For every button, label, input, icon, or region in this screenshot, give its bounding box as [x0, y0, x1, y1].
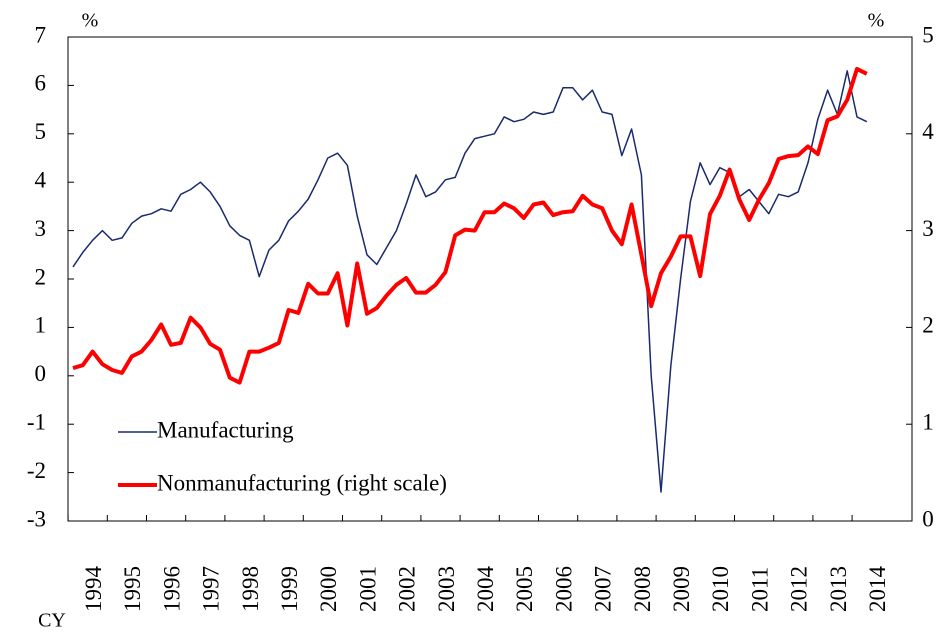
x-tick-label: 2009 — [669, 566, 694, 612]
y2-tick-label: 3 — [922, 216, 934, 241]
x-tick-label: 1999 — [277, 566, 302, 612]
y-tick-label: 3 — [35, 216, 47, 241]
y-tick-label: 5 — [35, 119, 47, 144]
y-tick-label: 6 — [35, 71, 47, 96]
y-tick-label: -1 — [27, 409, 46, 434]
y-tick-label: 4 — [35, 167, 47, 192]
x-tick-label: 1995 — [120, 566, 145, 612]
x-tick-label: 2005 — [512, 566, 537, 612]
x-axis-label: CY — [38, 610, 66, 632]
y-tick-label: -3 — [27, 506, 46, 531]
x-tick-label: 2000 — [316, 566, 341, 612]
x-tick-label: 2003 — [434, 566, 459, 612]
y2-unit: % — [868, 10, 885, 32]
y2-tick-label: 5 — [922, 22, 934, 47]
x-tick-label: 2012 — [787, 566, 812, 612]
x-tick-label: 2013 — [826, 566, 851, 612]
y-tick-label: 7 — [35, 22, 47, 47]
y2-tick-label: 4 — [922, 119, 934, 144]
x-tick-label: 2011 — [747, 567, 772, 612]
y-tick-label: 0 — [35, 361, 47, 386]
plot-frame — [67, 36, 913, 522]
legend-label: Manufacturing — [157, 417, 294, 442]
y2-tick-label: 1 — [922, 409, 934, 434]
y-tick-label: 2 — [35, 264, 47, 289]
y-tick-label: -2 — [27, 458, 46, 483]
x-tick-label: 1996 — [159, 566, 184, 612]
y-unit: % — [82, 10, 99, 32]
legend-label: Nonmanufacturing (right scale) — [157, 470, 447, 495]
y2-tick-label: 2 — [922, 313, 934, 338]
x-tick-label: 2014 — [865, 566, 890, 613]
x-tick-label: 2008 — [630, 566, 655, 612]
line-series — [72, 66, 868, 385]
x-tick-label: 2007 — [591, 566, 616, 612]
x-tick-label: 2002 — [395, 566, 420, 612]
x-tick-label: 2001 — [355, 566, 380, 612]
x-tick-label: 1994 — [81, 566, 106, 613]
y-tick-label: 1 — [35, 313, 47, 338]
y2-tick-label: 0 — [922, 506, 934, 531]
x-tick-label: 1997 — [199, 566, 224, 612]
x-tick-label: 2004 — [473, 566, 498, 613]
x-tick-label: 1998 — [238, 566, 263, 612]
x-tick-label: 2006 — [551, 566, 576, 612]
x-tick-label: 2010 — [708, 566, 733, 612]
